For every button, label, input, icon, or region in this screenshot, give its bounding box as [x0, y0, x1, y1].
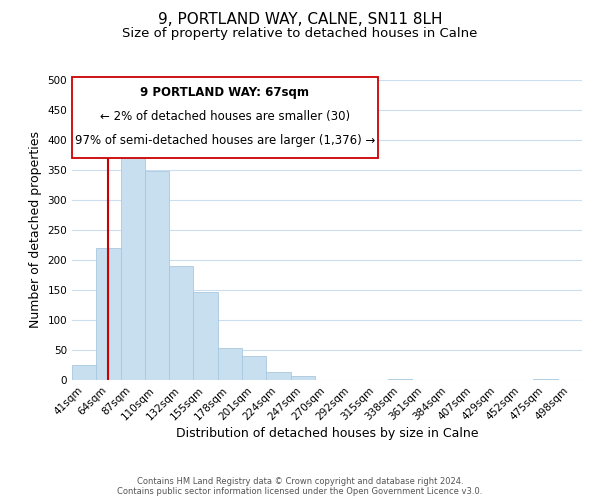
Text: ← 2% of detached houses are smaller (30): ← 2% of detached houses are smaller (30) — [100, 110, 350, 123]
Text: 9 PORTLAND WAY: 67sqm: 9 PORTLAND WAY: 67sqm — [140, 86, 310, 99]
Text: Size of property relative to detached houses in Calne: Size of property relative to detached ho… — [122, 28, 478, 40]
FancyBboxPatch shape — [72, 77, 378, 158]
Bar — [169, 266, 193, 380]
Text: Contains HM Land Registry data © Crown copyright and database right 2024.: Contains HM Land Registry data © Crown c… — [137, 477, 463, 486]
Bar — [121, 153, 145, 380]
Bar — [290, 376, 315, 380]
Text: 97% of semi-detached houses are larger (1,376) →: 97% of semi-detached houses are larger (… — [75, 134, 375, 147]
Text: 9, PORTLAND WAY, CALNE, SN11 8LH: 9, PORTLAND WAY, CALNE, SN11 8LH — [158, 12, 442, 28]
Bar — [145, 171, 169, 380]
Bar — [242, 356, 266, 380]
Bar — [96, 248, 121, 380]
X-axis label: Distribution of detached houses by size in Calne: Distribution of detached houses by size … — [176, 428, 478, 440]
Bar — [266, 372, 290, 380]
Y-axis label: Number of detached properties: Number of detached properties — [29, 132, 42, 328]
Bar — [218, 348, 242, 380]
Text: Contains public sector information licensed under the Open Government Licence v3: Contains public sector information licen… — [118, 487, 482, 496]
Bar — [72, 365, 96, 380]
Bar — [193, 292, 218, 380]
